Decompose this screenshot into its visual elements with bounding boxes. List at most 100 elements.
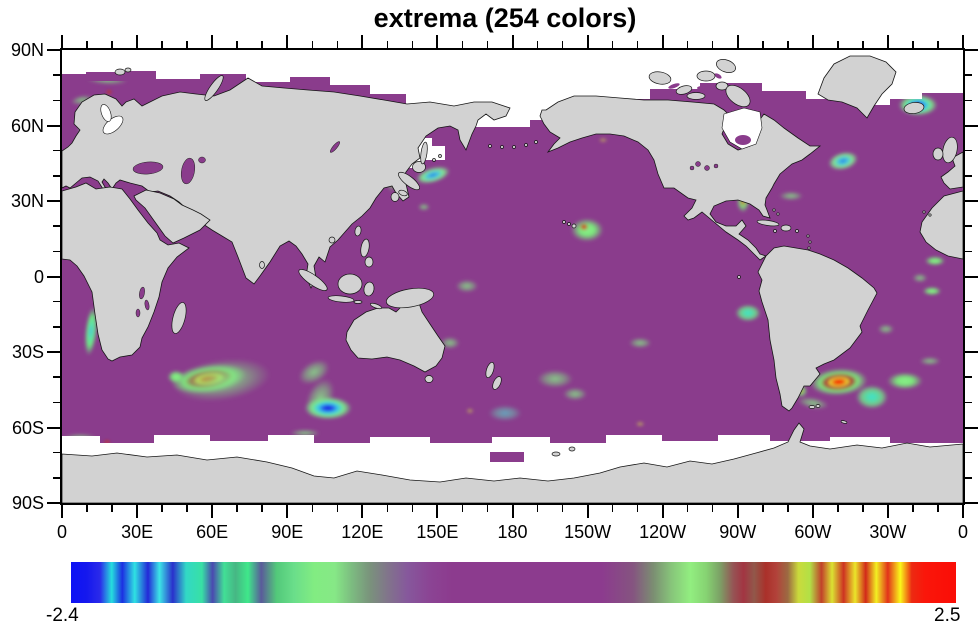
- axis-tick: [912, 41, 914, 48]
- colorbar-max-label: 2.5: [934, 605, 961, 626]
- extrema-blob: [531, 366, 580, 391]
- axis-tick: [53, 99, 60, 102]
- axis-tick: [511, 505, 514, 518]
- axis-tick: [965, 175, 972, 177]
- svalbard: [114, 68, 126, 76]
- black-sea: [132, 161, 164, 175]
- y-axis-tick-label: 60N: [10, 115, 44, 136]
- axis-tick: [965, 401, 972, 404]
- axis-tick: [436, 505, 439, 518]
- lesser-antilles: [808, 240, 812, 244]
- axis-tick: [286, 35, 289, 48]
- axis-tick: [711, 41, 714, 48]
- caspian-sea: [180, 157, 196, 185]
- axis-tick: [965, 200, 978, 202]
- extrema-blob: [919, 285, 944, 297]
- axis-tick: [411, 41, 414, 48]
- axis-tick: [962, 35, 964, 48]
- extrema-blob: [633, 419, 647, 428]
- aleutian-islands: [512, 145, 516, 149]
- axis-tick: [586, 35, 589, 48]
- axis-tick: [862, 41, 864, 48]
- axis-tick: [886, 35, 889, 48]
- extrema-blob: [105, 89, 113, 95]
- map-plot-area: [60, 48, 965, 505]
- x-axis-tick-label: 180: [497, 522, 528, 542]
- axis-tick: [965, 426, 978, 429]
- java: [327, 295, 355, 303]
- extrema-blob: [909, 272, 930, 285]
- taiwan: [354, 225, 362, 237]
- hawaii: [562, 220, 566, 224]
- axis-tick: [787, 41, 789, 48]
- galapagos: [737, 275, 741, 279]
- axis-tick: [886, 505, 889, 518]
- bahamas: [772, 208, 776, 212]
- x-axis-tick-label: 120W: [639, 522, 687, 542]
- axis-tick: [536, 505, 539, 512]
- extrema-blob: [451, 277, 482, 295]
- canadian-arctic-island: [675, 85, 693, 95]
- axis-tick: [47, 200, 60, 202]
- great-lakes: [689, 165, 695, 171]
- axis-tick: [53, 477, 60, 479]
- axis-tick: [811, 505, 814, 518]
- great-lakes: [704, 165, 710, 171]
- axis-tick: [787, 505, 789, 512]
- novaya-zemlya: [204, 75, 224, 101]
- extrema-blob: [915, 355, 944, 367]
- aleutian-islands: [524, 143, 528, 147]
- extrema-blob: [464, 406, 476, 415]
- x-axis-tick-label: 30W: [869, 522, 907, 542]
- gulf-of-bothnia-missing: [100, 104, 112, 122]
- aral-sea: [198, 156, 206, 164]
- axis-tick: [762, 41, 764, 48]
- extrema-blob: [733, 302, 764, 323]
- axis-tick: [411, 505, 414, 512]
- arctic-missing-data: [62, 50, 963, 127]
- african-lake: [139, 286, 145, 300]
- new-guinea: [385, 287, 435, 309]
- axis-tick: [686, 505, 689, 512]
- south-georgia: [840, 420, 848, 424]
- canadian-arctic-island: [696, 70, 716, 82]
- colorbar-min-label: -2.4: [46, 605, 79, 626]
- axis-tick: [686, 41, 689, 48]
- borneo: [337, 273, 363, 295]
- extrema-blob: [415, 202, 432, 213]
- axis-tick: [862, 505, 864, 512]
- europe-west-sliver: [940, 151, 963, 190]
- axis-tick: [661, 505, 664, 518]
- hokkaido: [412, 161, 426, 173]
- y-axis-tick-label: 0: [33, 266, 44, 287]
- axis-tick: [811, 35, 814, 48]
- extrema-blob: [559, 385, 592, 403]
- axis-tick: [912, 505, 914, 512]
- x-axis-tick-label: 120E: [341, 522, 384, 542]
- extrema-blob: [483, 403, 526, 424]
- extrema-blob: [578, 222, 590, 232]
- iceland: [903, 102, 925, 114]
- axis-tick: [762, 505, 764, 512]
- extrema-blob: [596, 136, 610, 144]
- extrema-blob: [824, 149, 862, 173]
- y-axis-tick-label: 30S: [11, 342, 44, 362]
- aleutian-islands: [500, 145, 504, 149]
- axis-tick: [937, 505, 939, 512]
- axis-tick: [965, 225, 972, 227]
- puerto-rico: [795, 229, 799, 233]
- madagascar: [171, 302, 187, 334]
- ellesmere-island: [716, 59, 736, 73]
- axis-tick: [47, 275, 60, 278]
- kyushu: [390, 192, 400, 202]
- baffin-island: [725, 84, 751, 108]
- axis-tick: [47, 49, 60, 51]
- continent-north-america: [539, 95, 822, 261]
- great-britain: [942, 136, 958, 164]
- axis-tick: [837, 505, 839, 512]
- axis-tick: [336, 41, 339, 48]
- axis-tick: [937, 41, 939, 48]
- axis-tick: [511, 35, 514, 48]
- sulawesi: [363, 281, 375, 297]
- x-axis-tick-label: 30E: [121, 522, 154, 542]
